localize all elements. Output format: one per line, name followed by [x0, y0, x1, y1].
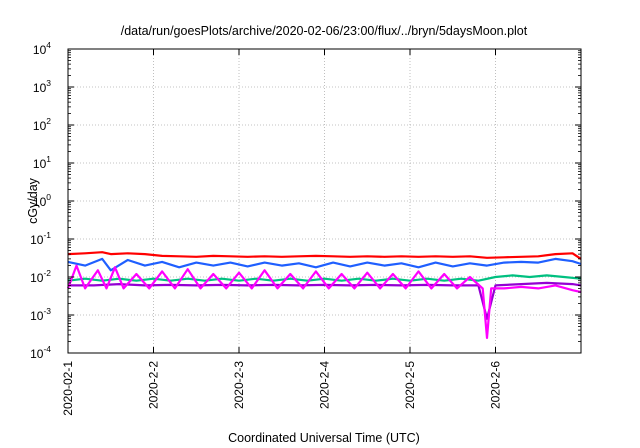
- x-tick-label: 2020-2-2: [147, 361, 161, 409]
- x-tick-label: 2020-02-1: [61, 361, 75, 416]
- y-axis-label: cGy/day: [26, 177, 40, 224]
- series-line-3: [67, 274, 582, 282]
- x-tick-label: 2020-2-3: [232, 361, 246, 409]
- x-axis-label: Coordinated Universal Time (UTC): [228, 431, 420, 445]
- series-line-2: [67, 257, 582, 272]
- series-line-1: [67, 251, 582, 260]
- chart-title: /data/run/goesPlots/archive/2020-02-06/2…: [121, 24, 528, 38]
- x-tick-label: 2020-2-4: [318, 361, 332, 409]
- x-tick-label: 2020-2-6: [489, 361, 503, 409]
- series-line-4: [68, 281, 582, 320]
- series-line-5: [66, 264, 582, 339]
- x-axis-ticks: 2020-02-1 2020-2-2 2020-2-3 2020-2-4 2020-2-…: [61, 49, 503, 416]
- x-tick-label: 2020-2-5: [403, 361, 417, 409]
- data-series: [66, 251, 582, 339]
